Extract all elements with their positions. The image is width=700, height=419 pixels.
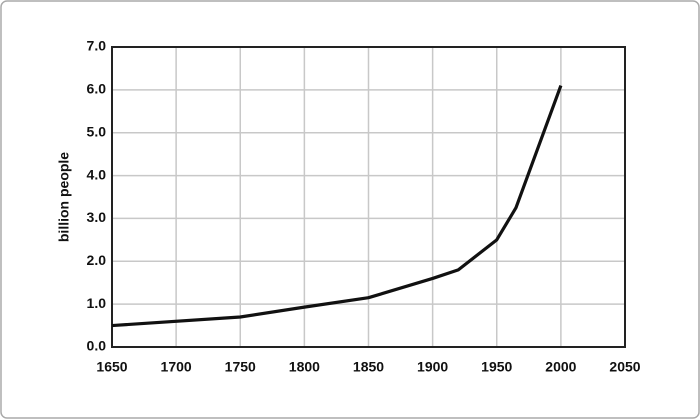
x-tick-label: 1700 [161,359,192,375]
y-tick-label: 1.0 [87,295,107,311]
y-axis-label: billion people [56,152,72,242]
y-tick-label: 4.0 [87,166,107,182]
plot-border [111,46,626,348]
x-tick-label: 1800 [289,359,320,375]
x-tick-label: 2000 [545,359,576,375]
y-tick-label: 2.0 [87,252,107,268]
x-tick-label: 1750 [225,359,256,375]
x-tick-label: 1850 [353,359,384,375]
y-tick-label: 6.0 [87,81,107,97]
y-tick-label: 3.0 [87,209,107,225]
y-tick-label: 7.0 [87,38,107,54]
x-tick-label: 1650 [96,359,127,375]
y-tick-label: 0.0 [87,338,107,354]
x-tick-label: 1950 [481,359,512,375]
y-tick-label: 5.0 [87,123,107,139]
data-line [111,85,563,328]
x-tick-label: 2050 [609,359,640,375]
x-tick-label: 1900 [417,359,448,375]
